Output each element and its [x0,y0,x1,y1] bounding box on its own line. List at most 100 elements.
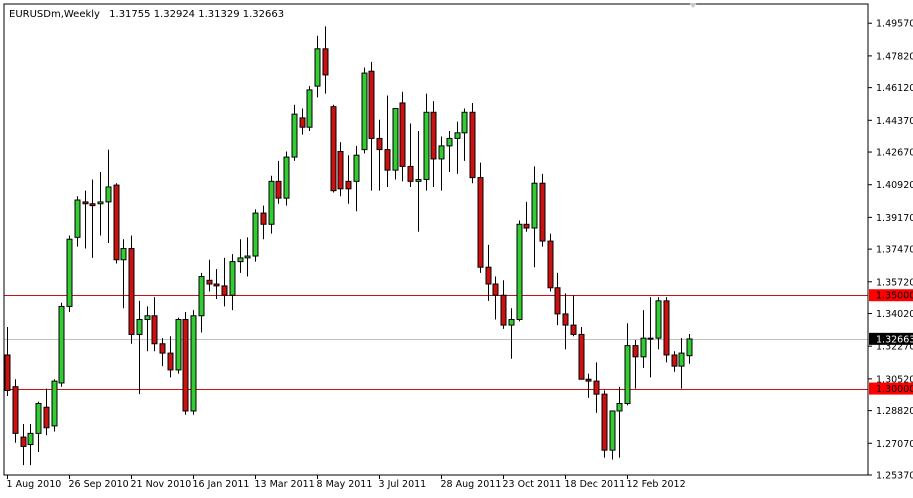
bear-candle-body [4,354,11,391]
level-price-tag-label: 1.35000 [876,291,913,302]
bull-candle-body [461,111,468,134]
y-tick-label: 1.47820 [876,51,913,62]
ohlc-readout: 1.31755 1.32924 1.31329 1.32663 [109,9,284,20]
y-tick-label: 1.28820 [876,406,913,417]
svg-text:EURUSDm,Weekly 1.31755 1: EURUSDm,Weekly 1.31755 1.32924 1.31329 1… [9,9,284,20]
bear-candle-body [554,287,561,315]
bear-candle-body [671,354,678,367]
bear-candle-body [213,283,220,287]
bull-candle-body [647,337,654,340]
bear-candle-body [345,180,352,190]
y-tick-label: 1.25370 [876,471,913,482]
bear-candle-body [113,184,120,261]
bear-candle-body [221,285,228,296]
bear-candle-body [12,386,19,434]
bear-candle-body [601,393,608,451]
bear-candle-body [128,248,135,335]
x-tick-label: 18 Dec 2011 [565,479,626,490]
current-price-tag [869,332,913,345]
bull-candle-body [686,338,693,357]
bull-candle-body [306,89,313,128]
bear-candle-body [547,240,554,289]
bear-candle-body [337,150,344,190]
y-tick-label: 1.35720 [876,277,913,288]
bear-candle-body [89,203,96,207]
bull-candle-body [198,276,205,317]
bear-candle-body [523,223,530,229]
bull-candle-body [353,154,360,182]
bull-candle-body [415,178,422,182]
bull-candle-body [291,113,298,158]
level-price-tag [869,382,913,395]
bear-candle-body [159,343,166,354]
current-price-tag-label: 1.32663 [876,334,913,345]
bull-candle-body [97,201,104,205]
bear-candle-body [20,436,27,447]
plot-frame [3,3,869,476]
bull-candle-body [66,238,73,307]
bear-candle-body [539,182,546,242]
bull-candle-body [136,318,143,335]
x-tick-label: 21 Nov 2010 [131,479,192,490]
bear-candle-body [299,117,306,128]
price-axis: 1.49570 1.47820 1.46120 1.44370 1.42670 1.409… [868,19,913,482]
bear-candle-body [485,266,492,285]
bull-candle-body [58,305,65,384]
bull-candle-body [35,403,42,434]
bear-candle-body [570,324,577,335]
bear-candle-body [206,279,213,285]
bull-candle-body [51,380,58,427]
bear-candle-body [182,318,189,412]
bull-candle-body [640,337,647,358]
bull-candle-body [252,212,259,257]
y-tick-label: 1.37470 [876,245,913,256]
bear-candle-body [593,380,600,395]
bull-candle-body [268,180,275,225]
bull-candle-body [74,199,81,238]
chart-shift-marker-icon[interactable] [689,3,697,8]
bear-candle-body [469,111,476,179]
bull-candle-body [508,318,515,326]
x-tick-label: 28 Aug 2011 [441,479,502,490]
y-tick-label: 1.40920 [876,180,913,191]
bull-candle-body [144,315,151,320]
price-tags: 1.35000 1.30000 1.32663 [869,289,913,395]
bull-candle-body [516,223,523,320]
bear-candle-body [151,315,158,345]
bull-candle-body [229,261,236,296]
bull-candle-body [655,300,662,339]
bear-candle-body [330,106,337,192]
bull-candle-body [105,186,112,203]
y-tick-label: 1.34020 [876,309,913,320]
x-tick-label: 1 Aug 2010 [7,479,62,490]
x-tick-label: 26 Sep 2010 [69,479,129,490]
x-tick-label: 3 Jul 2011 [379,479,427,490]
time-axis: 1 Aug 2010 26 Sep 2010 21 Nov 2010 16 Jan 2… [7,475,686,490]
bull-candle-body [120,248,127,261]
x-tick-label: 16 Jan 2011 [193,479,250,490]
x-tick-label: 12 Feb 2012 [627,479,686,490]
bull-candle-body [175,318,182,371]
bull-candle-body [678,352,685,367]
bear-candle-body [578,333,585,380]
bear-candle-body [376,137,383,151]
bear-candle-body [384,149,391,171]
bear-candle-body [82,201,89,205]
y-tick-label: 1.44370 [876,116,913,127]
candles [4,26,693,466]
x-tick-label: 13 Mar 2011 [255,479,315,490]
bull-candle-body [283,156,290,199]
y-tick-label: 1.39170 [876,213,913,224]
bear-candle-body [663,300,670,356]
bull-candle-body [438,145,445,160]
bull-candle-body [454,132,461,139]
bull-candle-body [27,432,34,446]
bull-candle-body [190,315,197,412]
bear-candle-body [492,283,499,296]
bull-candle-body [624,345,631,405]
bull-candle-body [609,410,616,451]
bear-candle-body [430,111,437,160]
